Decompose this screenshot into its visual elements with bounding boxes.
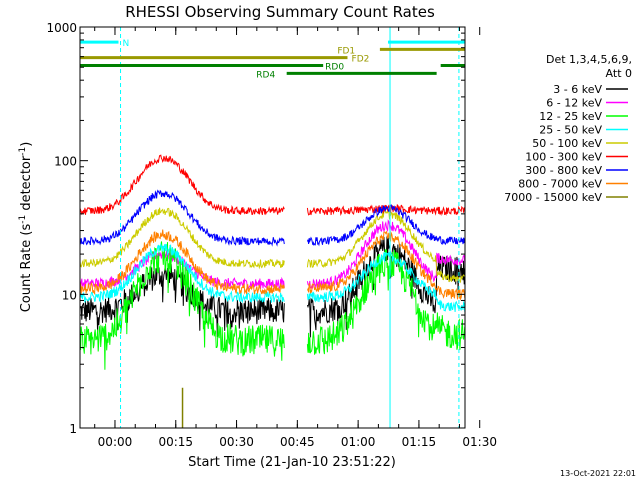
y-tick-label-3: 1000 — [46, 21, 77, 35]
x-axis-label: Start Time (21-Jan-10 23:51:22) — [188, 455, 396, 470]
series-line-7 — [79, 229, 466, 301]
y-tick-label-1: 10 — [62, 288, 77, 302]
legend-label-6: 300 - 800 keV — [525, 164, 602, 177]
legend-label-4: 50 - 100 keV — [532, 137, 602, 150]
vertical-lines — [120, 27, 460, 428]
legend-label-0: 3 - 6 keV — [553, 83, 602, 96]
event-bar-label-4: RD4 — [256, 70, 275, 80]
x-tick-label-2: 00:30 — [219, 435, 254, 449]
y-tick-label-2: 100 — [54, 155, 77, 169]
event-bar-label-0: N — [123, 39, 130, 49]
footer-date: 13-Oct-2021 22:01 — [560, 469, 636, 478]
y-axis-label: Count Rate (s-1 detector-1) — [18, 142, 34, 313]
event-bar-label-2: FD2 — [352, 55, 370, 65]
legend-label-3: 25 - 50 keV — [539, 124, 602, 137]
series-line-4 — [79, 207, 466, 284]
series-line-3 — [79, 242, 466, 313]
legend-header-line-1: Det 1,3,4,5,6,9, — [546, 53, 632, 66]
series-layer — [79, 154, 466, 428]
x-tick-label-0: 00:00 — [98, 435, 133, 449]
legend-label-8: 7000 - 15000 keV — [504, 191, 602, 204]
event-bar-label-3: RD0 — [325, 63, 344, 73]
series-line-5 — [79, 154, 466, 217]
x-tick-label-3: 00:45 — [280, 435, 315, 449]
y-tick-label-0: 1 — [69, 422, 77, 436]
x-tick-label-5: 01:15 — [402, 435, 437, 449]
plot-frame — [79, 26, 466, 429]
event-bar-label-1: FD1 — [337, 46, 355, 56]
x-tick-label-6: 01:30 — [462, 435, 497, 449]
legend-label-2: 12 - 25 keV — [539, 110, 602, 123]
x-tick-label-4: 01:00 — [341, 435, 376, 449]
axes: 00:00 00:15 00:30 00:45 01:00 01:15 01:30 1 10 10… — [46, 21, 497, 449]
legend-label-7: 800 - 7000 keV — [518, 178, 602, 191]
legend-label-1: 6 - 12 keV — [546, 97, 602, 110]
legend-label-5: 100 - 300 keV — [525, 151, 602, 164]
legend-header-line-2: Att 0 — [606, 67, 632, 80]
series-line-6 — [79, 189, 466, 247]
x-tick-label-1: 00:15 — [158, 435, 193, 449]
chart-title: RHESSI Observing Summary Count Rates — [125, 3, 435, 21]
